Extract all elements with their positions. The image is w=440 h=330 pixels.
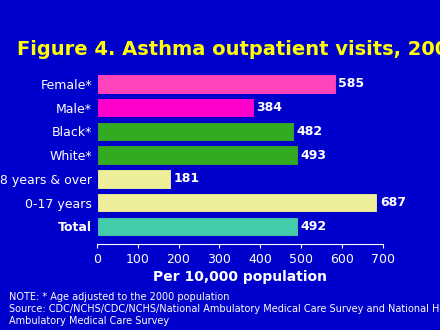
Text: Ambulatory Medical Care Survey: Ambulatory Medical Care Survey [9,316,169,326]
X-axis label: Per 10,000 population: Per 10,000 population [153,270,327,284]
Bar [97,193,378,212]
Bar [97,74,336,94]
Bar [97,122,294,141]
Bar [97,169,171,188]
Bar [97,98,254,117]
Bar [97,216,298,236]
Text: NOTE: * Age adjusted to the 2000 population: NOTE: * Age adjusted to the 2000 populat… [9,292,229,302]
Title: Figure 4. Asthma outpatient visits, 2002: Figure 4. Asthma outpatient visits, 2002 [18,40,440,59]
Text: 585: 585 [338,77,364,90]
Text: 384: 384 [256,101,282,114]
Text: 181: 181 [173,172,199,185]
Text: Source: CDC/NCHS/CDC/NCHS/National Ambulatory Medical Care Survey and National H: Source: CDC/NCHS/CDC/NCHS/National Ambul… [9,304,440,314]
Text: 493: 493 [301,148,326,162]
Text: 492: 492 [300,220,326,233]
Bar [97,145,298,165]
Text: 482: 482 [296,125,323,138]
Text: 687: 687 [380,196,406,209]
